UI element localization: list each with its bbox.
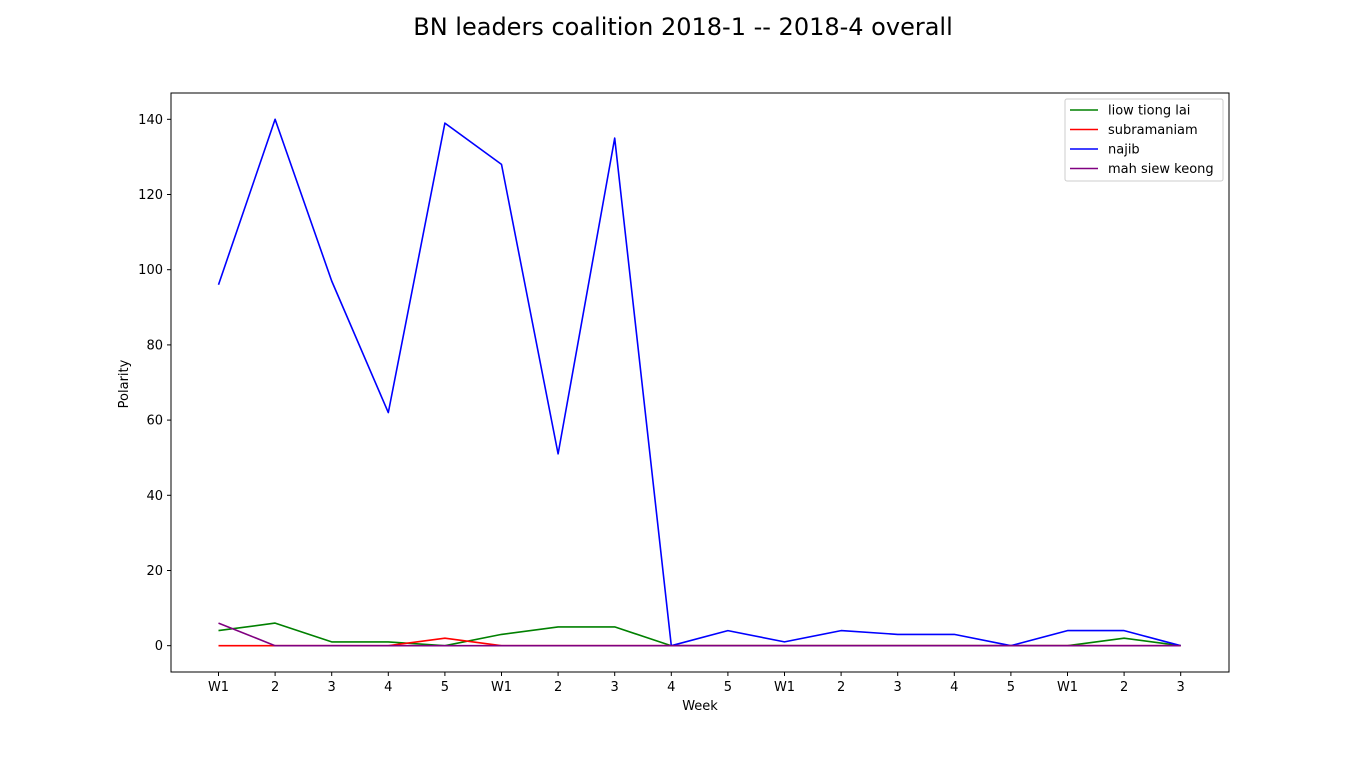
x-axis: W1 2 3 4 5 W1 2 3 4 5 W1 2 3 4 5 W1 2 3	[208, 672, 1185, 695]
x-tick-label: 5	[724, 680, 732, 695]
legend-label: liow tiong lai	[1108, 104, 1190, 119]
x-tick-label: W1	[208, 680, 229, 695]
x-tick-label: 2	[554, 680, 562, 695]
x-tick-label: W1	[774, 680, 795, 695]
series-line-mah-siew-keong	[218, 622, 1181, 647]
y-tick-label: 0	[155, 639, 163, 654]
legend: liow tiong lai subramaniam najib mah siew k…	[1064, 98, 1224, 182]
legend-label: najib	[1108, 143, 1140, 158]
x-tick-label: 3	[611, 680, 619, 695]
x-axis-label: Week	[682, 699, 718, 714]
x-tick-label: 5	[1007, 680, 1015, 695]
x-tick-label: W1	[491, 680, 512, 695]
x-tick-label: 4	[384, 680, 392, 695]
x-tick-label: 3	[1177, 680, 1185, 695]
series-line-liow-tiong-lai	[218, 622, 1181, 647]
y-axis: 0 20 40 60 80 100 120 140	[138, 113, 171, 654]
x-tick-label: 2	[271, 680, 279, 695]
x-tick-label: 4	[667, 680, 675, 695]
x-tick-label: 5	[441, 680, 449, 695]
y-tick-label: 20	[146, 564, 163, 579]
x-tick-label: 2	[837, 680, 845, 695]
plot-frame	[170, 92, 1230, 673]
x-tick-label: 3	[328, 680, 336, 695]
y-tick-label: 140	[138, 113, 163, 128]
y-tick-label: 120	[138, 188, 163, 203]
y-axis-label: Polarity	[117, 359, 132, 408]
x-tick-label: 4	[950, 680, 958, 695]
series-line-najib	[217, 118, 1181, 647]
legend-label: mah siew keong	[1108, 162, 1214, 177]
x-tick-label: W1	[1057, 680, 1078, 695]
x-tick-label: 3	[894, 680, 902, 695]
y-tick-label: 60	[146, 414, 163, 429]
legend-box	[1064, 98, 1224, 182]
chart-title: BN leaders coalition 2018-1 -- 2018-4 ov…	[413, 13, 953, 41]
legend-label: subramaniam	[1108, 123, 1198, 138]
series-lines	[217, 118, 1181, 647]
x-tick-label: 2	[1120, 680, 1128, 695]
y-tick-label: 100	[138, 263, 163, 278]
y-tick-label: 80	[146, 338, 163, 353]
y-tick-label: 40	[146, 489, 163, 504]
